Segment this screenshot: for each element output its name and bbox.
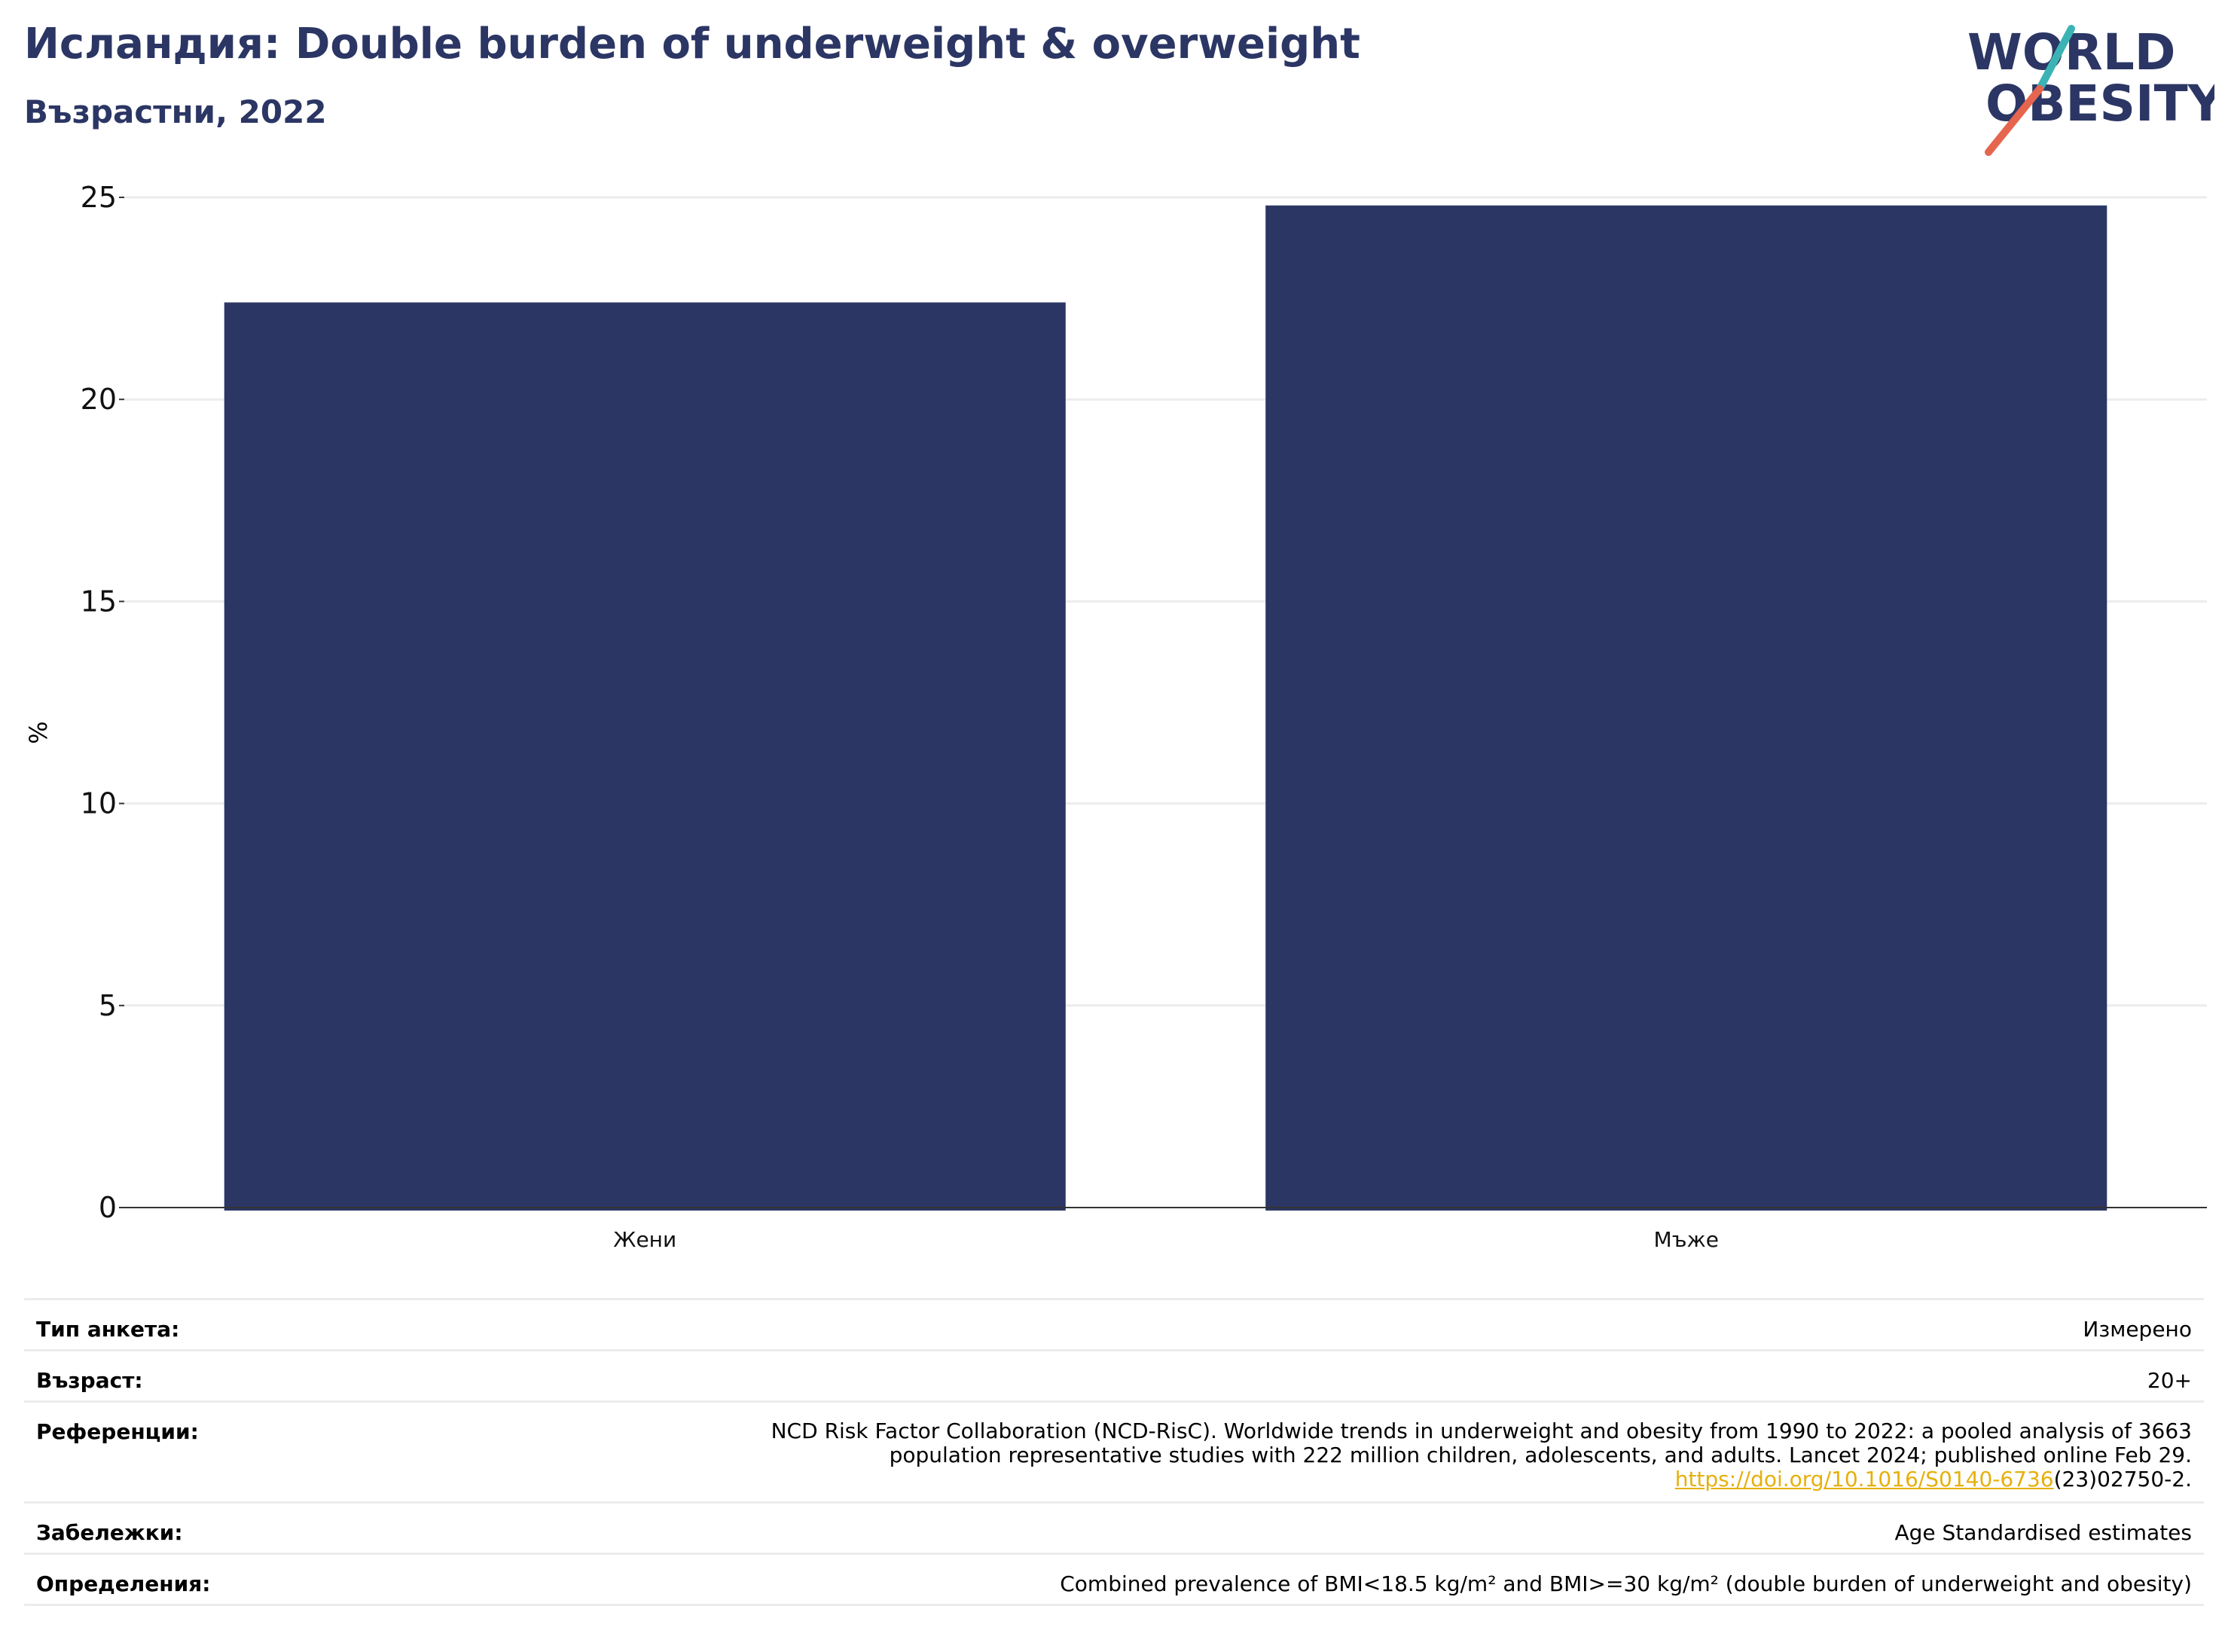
info-row-survey-type: Тип анкета: Измерено [24,1298,2204,1351]
x-tick-label: Жени [613,1227,676,1252]
y-tick-label: 10 [81,787,117,820]
bars [224,205,2107,1211]
y-tick-label: 0 [99,1191,117,1224]
world-obesity-logo: WORLD OBESITY [1967,23,2214,156]
y-tick-label: 15 [81,585,117,618]
age-label: Възраст: [24,1349,295,1402]
definitions-value: Combined prevalence of BMI<18.5 kg/m² an… [295,1553,2204,1606]
chart-title: Исландия: Double burden of underweight &… [24,20,1360,69]
bar-2 [1265,205,2107,1211]
references-value: NCD Risk Factor Collaboration (NCD-RisC)… [295,1400,2204,1503]
y-tick-label: 5 [99,989,117,1022]
y-tick-labels: 0 5 10 15 20 25 [81,181,124,1224]
logo-slash-teal [2036,25,2075,93]
y-axis-label: % [24,721,53,744]
info-row-references: Референции: NCD Risk Factor Collaboratio… [24,1400,2204,1503]
x-tick-label: Мъже [1654,1227,1719,1252]
survey-type-label: Тип анкета: [24,1298,295,1351]
survey-type-value: Измерено [295,1298,2204,1351]
y-tick-label: 20 [81,383,117,416]
chart-subtitle: Възрастни, 2022 [24,93,327,130]
info-row-definitions: Определения: Combined prevalence of BMI<… [24,1553,2204,1606]
y-tick-label: 25 [81,181,117,214]
info-table: Тип анкета: Измерено Възраст: 20+ Рефере… [24,1298,2204,1606]
notes-label: Забележки: [24,1501,295,1554]
bar-1 [224,302,1066,1211]
age-value: 20+ [295,1349,2204,1402]
references-line3: https://doi.org/10.1016/S0140-6736(23)02… [307,1467,2192,1492]
references-label: Референции: [24,1400,295,1503]
references-line2: population representative studies with 2… [889,1443,2192,1467]
references-line1: NCD Risk Factor Collaboration (NCD-RisC)… [771,1418,2192,1443]
info-row-notes: Забележки: Age Standardised estimates [24,1501,2204,1554]
x-tick-labels: Жени Мъже [613,1227,1719,1252]
definitions-label: Определения: [24,1553,295,1606]
doi-suffix: (23)02750-2. [2053,1467,2192,1492]
logo-slash-red [1985,85,2043,156]
info-row-age: Възраст: 20+ [24,1349,2204,1402]
bar-chart: 0 5 10 15 20 25 Жени Мъже % [24,181,2207,1252]
doi-link[interactable]: https://doi.org/10.1016/S0140-6736 [1674,1467,2054,1492]
notes-value: Age Standardised estimates [295,1501,2204,1554]
